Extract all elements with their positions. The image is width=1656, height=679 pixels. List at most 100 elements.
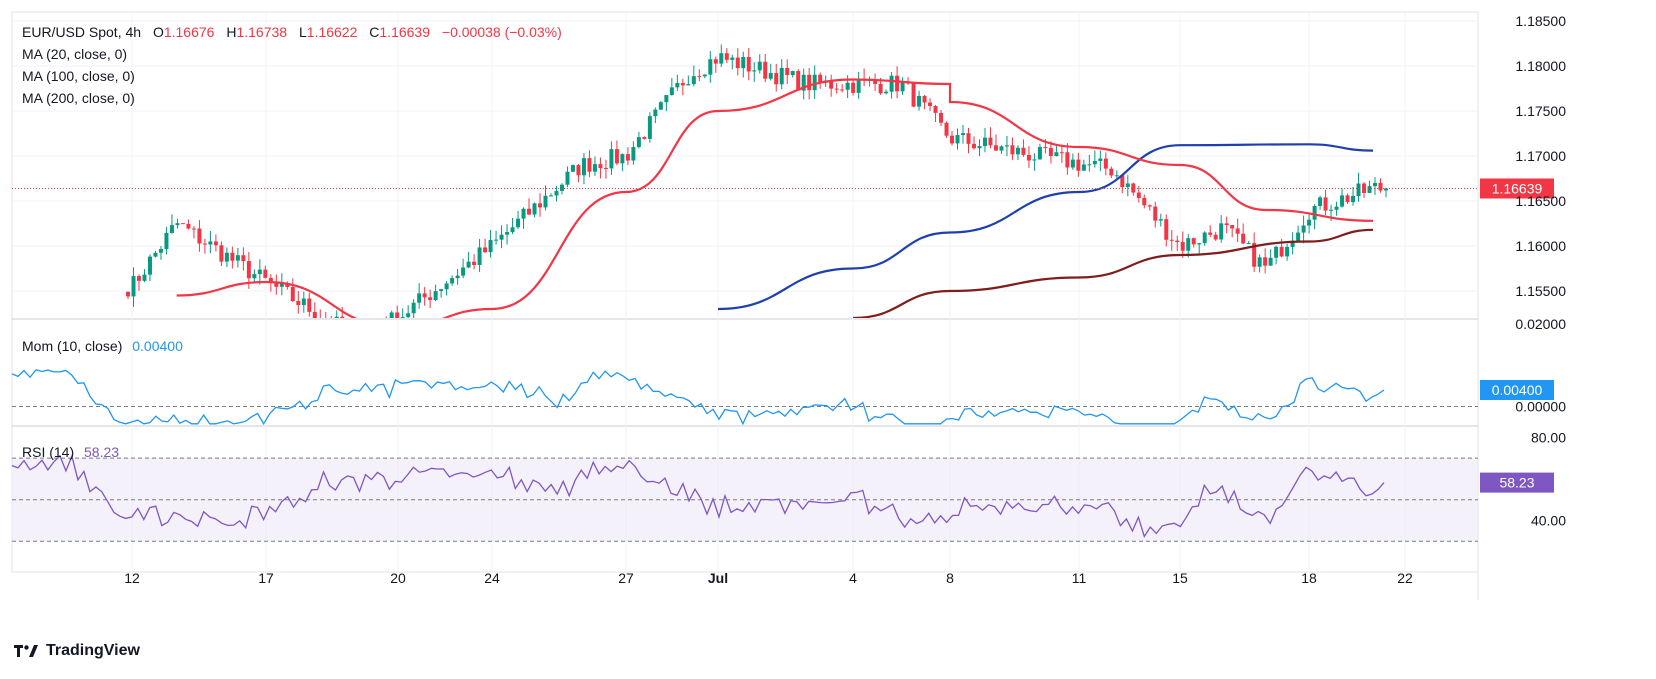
candle-body	[428, 297, 433, 301]
momentum-badge	[1480, 380, 1554, 400]
candle-body	[1197, 243, 1202, 245]
candles-group	[126, 44, 1388, 343]
price-tick-label: 1.18500	[1515, 13, 1566, 29]
candle-body	[620, 154, 625, 164]
candle-body	[1015, 147, 1020, 155]
candle-body	[1131, 183, 1136, 193]
candle-body	[494, 239, 499, 241]
candle-body	[603, 168, 608, 170]
candle-body	[1252, 243, 1257, 267]
candle-body	[433, 291, 438, 301]
time-tick-label: 15	[1172, 570, 1188, 586]
candle-body	[570, 165, 575, 172]
rsi-tick-label: 40.00	[1531, 512, 1566, 528]
close-value: 1.16639	[379, 24, 430, 40]
candle-body	[757, 61, 762, 71]
candle-body	[856, 78, 861, 93]
candle-body	[274, 282, 279, 287]
candle-body	[1373, 182, 1378, 187]
rsi-legend[interactable]: RSI (14) 58.23	[22, 444, 119, 460]
candle-body	[334, 316, 339, 318]
candle-body	[845, 82, 850, 90]
candle-body	[543, 195, 548, 208]
candle-body	[1318, 197, 1323, 207]
price-tick-label: 1.18000	[1515, 58, 1566, 74]
candle-body	[933, 106, 938, 113]
price-tick-label: 1.16500	[1515, 193, 1566, 209]
candle-body	[878, 84, 883, 94]
candle-body	[164, 232, 169, 250]
candle-body	[395, 312, 400, 318]
ohlc-legend: EUR/USD Spot, 4h O1.16676 H1.16738 L1.16…	[22, 24, 562, 40]
candle-body	[1114, 175, 1119, 177]
candle-body	[840, 89, 845, 91]
candle-body	[1169, 239, 1174, 241]
open-label: O	[152, 24, 164, 40]
candle-body	[801, 74, 806, 91]
candle-body	[400, 317, 405, 318]
momentum-badge-text: 0.00400	[1492, 382, 1543, 398]
candle-body	[1098, 158, 1103, 161]
ma200-legend[interactable]: MA (200, close, 0)	[22, 90, 135, 106]
candle-body	[818, 74, 823, 83]
candle-body	[955, 135, 960, 144]
candle-body	[202, 243, 207, 245]
candle-body	[719, 53, 724, 64]
candle-body	[312, 311, 317, 318]
candle-body	[625, 154, 630, 161]
candle-body	[779, 67, 784, 85]
candle-body	[466, 261, 471, 268]
candle-body	[1241, 233, 1246, 244]
candle-body	[510, 227, 515, 233]
candle-body	[180, 223, 185, 225]
candle-body	[807, 74, 812, 91]
candle-body	[944, 122, 949, 136]
open-value: 1.16676	[163, 24, 215, 40]
candle-body	[873, 79, 878, 85]
momentum-line	[11, 369, 1385, 426]
low-label: L	[298, 24, 307, 40]
candle-body	[1290, 240, 1295, 247]
candle-body	[285, 283, 290, 287]
candle-body	[598, 164, 603, 169]
candle-body	[516, 218, 521, 228]
ma100-legend[interactable]: MA (100, close, 0)	[22, 68, 135, 84]
last-price-badge-text: 1.16639	[1492, 180, 1543, 196]
candle-body	[1136, 192, 1141, 198]
momentum-pane: 0.00400	[11, 369, 1554, 426]
candle-body	[142, 274, 147, 281]
candle-body	[235, 255, 240, 261]
candle-body	[169, 225, 174, 233]
candle-body	[950, 135, 955, 144]
candle-body	[1070, 159, 1075, 168]
candle-body	[1087, 164, 1092, 166]
candle-body	[631, 147, 636, 161]
tradingview-brand[interactable]: TradingView	[14, 642, 140, 660]
candle-body	[175, 223, 180, 226]
ma20-legend[interactable]: MA (20, close, 0)	[22, 46, 128, 62]
momentum-legend[interactable]: Mom (10, close) 0.00400	[22, 338, 183, 354]
candle-body	[763, 61, 768, 79]
candle-body	[505, 232, 510, 235]
candle-body	[241, 255, 246, 262]
rsi-label: RSI (14)	[22, 444, 75, 460]
candle-body	[1329, 209, 1334, 211]
candle-body	[131, 276, 136, 297]
momentum-value: 0.00400	[132, 338, 183, 354]
candle-body	[917, 95, 922, 107]
candle-body	[686, 84, 691, 86]
candle-body	[1285, 246, 1290, 257]
candle-body	[993, 145, 998, 151]
candle-body	[664, 95, 669, 103]
candle-body	[357, 328, 361, 343]
candle-body	[565, 171, 570, 185]
price-tick-label: 1.15500	[1515, 283, 1566, 299]
candle-body	[191, 228, 196, 230]
candle-body	[1312, 206, 1317, 220]
close-label: C	[369, 24, 380, 40]
rsi-line	[11, 454, 1385, 539]
candle-body	[746, 57, 751, 72]
candle-body	[389, 312, 394, 318]
